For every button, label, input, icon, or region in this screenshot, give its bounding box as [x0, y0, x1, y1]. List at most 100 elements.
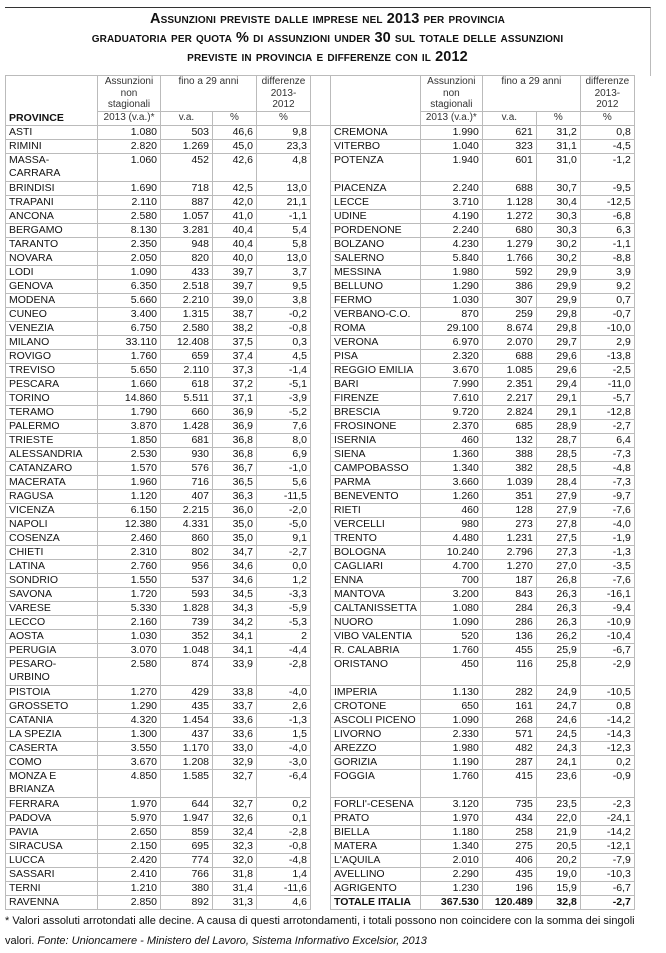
diff-value: 0,0	[256, 558, 311, 574]
column-spacer	[310, 727, 331, 741]
province-name: VENEZIA	[5, 320, 98, 336]
pct-value: 28,7	[535, 432, 581, 448]
va-value: 618	[160, 376, 213, 392]
column-spacer	[310, 475, 331, 489]
province-name: CALTANISSETTA	[330, 600, 421, 616]
diff-value: 5,8	[256, 236, 311, 252]
pct-value: 32,6	[212, 810, 257, 826]
diff-value: -0,8	[256, 320, 311, 336]
va-value: 187	[481, 572, 537, 588]
diff-value: 2,9	[579, 334, 635, 350]
province-name: CHIETI	[5, 544, 98, 560]
pct-value: 24,6	[535, 712, 581, 728]
va-value: 2.070	[481, 334, 537, 350]
assunzioni-value: 3.120	[419, 796, 483, 812]
diff-value: 0,2	[579, 754, 635, 770]
pct-value: 24,5	[535, 726, 581, 742]
diff-value: -9,4	[579, 600, 635, 616]
table-row: TRAPANI 2.110 887 42,0 21,1 LECCE 3.710 1.128 30…	[5, 194, 635, 210]
table-row: PERUGIA 3.070 1.048 34,1 -4,4 R. CALABRIA 1.76…	[5, 642, 635, 658]
va-value: 802	[160, 544, 213, 560]
va-value: 2.110	[160, 362, 213, 378]
va-value: 1.428	[160, 418, 213, 434]
column-spacer	[310, 881, 331, 895]
column-spacer	[310, 251, 331, 265]
assunzioni-value: 1.120	[97, 488, 161, 504]
column-spacer	[310, 433, 331, 447]
table-row: PADOVA 5.970 1.947 32,6 0,1 PRATO 1.970 434 22,0…	[5, 810, 635, 826]
pct-value: 40,4	[212, 236, 257, 252]
va-value: 136	[481, 628, 537, 644]
table-row: PALERMO 3.870 1.428 36,9 7,6 FROSINONE 2.370 68…	[5, 418, 635, 434]
va-value: 859	[160, 824, 213, 840]
diff-value: -3,9	[256, 390, 311, 406]
diff-value: -2,5	[579, 362, 635, 378]
table-row: MONZA E BRIANZA 4.850 1.585 32,7 -6,4 FOGGIA 1…	[5, 768, 635, 798]
header-assunzioni-unit: 2013 (v.a.)*	[97, 110, 161, 126]
assunzioni-value: 460	[419, 502, 483, 518]
diff-value: -0,9	[579, 768, 635, 798]
province-name: COMO	[5, 754, 98, 770]
province-name: TRENTO	[330, 530, 421, 546]
column-spacer	[310, 643, 331, 657]
va-value: 435	[160, 698, 213, 714]
table-row: ALESSANDRIA 2.530 930 36,8 6,9 SIENA 1.360 388 2…	[5, 446, 635, 462]
province-name: VERBANO-C.O.	[330, 306, 421, 322]
column-spacer	[310, 797, 331, 811]
assunzioni-value: 1.940	[419, 152, 483, 182]
header-pct: %	[212, 110, 257, 126]
province-name: COSENZA	[5, 530, 98, 546]
assunzioni-value: 1.270	[97, 684, 161, 700]
va-value: 2.215	[160, 502, 213, 518]
assunzioni-value: 1.850	[97, 432, 161, 448]
assunzioni-value: 1.180	[419, 824, 483, 840]
pct-value: 35,0	[212, 516, 257, 532]
pct-value: 34,5	[212, 586, 257, 602]
source-text: Unioncamere - Ministero del Lavoro, Sist…	[71, 935, 427, 947]
province-name: NAPOLI	[5, 516, 98, 532]
province-name: MACERATA	[5, 474, 98, 490]
column-spacer	[310, 125, 331, 139]
province-name: NUORO	[330, 614, 421, 630]
diff-value: -10,9	[579, 614, 635, 630]
table-row: MILANO 33.110 12.408 37,5 0,3 VERONA 6.970 2.07…	[5, 334, 635, 350]
assunzioni-value: 367.530	[419, 894, 483, 910]
province-name: VERONA	[330, 334, 421, 350]
assunzioni-value: 2.370	[419, 418, 483, 434]
pct-value: 37,4	[212, 348, 257, 364]
pct-value: 29,4	[535, 376, 581, 392]
province-name: PARMA	[330, 474, 421, 490]
diff-value: 0,8	[579, 124, 635, 140]
assunzioni-value: 1.980	[419, 264, 483, 280]
assunzioni-value: 1.210	[97, 880, 161, 896]
header-assunzioni: Assunzioni non stagionali	[97, 75, 161, 112]
table-row: LUCCA 2.420 774 32,0 -4,8 L'AQUILA 2.010 406 20,…	[5, 852, 635, 868]
va-value: 1.085	[481, 362, 537, 378]
va-value: 843	[481, 586, 537, 602]
pct-value: 34,6	[212, 572, 257, 588]
diff-value: -10,0	[579, 320, 635, 336]
pct-value: 29,6	[535, 362, 581, 378]
diff-value: 9,5	[256, 278, 311, 294]
pct-value: 29,7	[535, 334, 581, 350]
table-row: TORINO 14.860 5.511 37,1 -3,9 FIRENZE 7.610 2.2…	[5, 390, 635, 406]
va-value: 1.128	[481, 194, 537, 210]
assunzioni-value: 29.100	[419, 320, 483, 336]
assunzioni-value: 12.380	[97, 516, 161, 532]
table-row: GROSSETO 1.290 435 33,7 2,6 CROTONE 650 161 24,7…	[5, 698, 635, 714]
diff-value: 0,1	[256, 810, 311, 826]
diff-value: -1,1	[579, 236, 635, 252]
assunzioni-value: 8.130	[97, 222, 161, 238]
province-name: VIBO VALENTIA	[330, 628, 421, 644]
pct-value: 31,4	[212, 880, 257, 896]
province-name: ROVIGO	[5, 348, 98, 364]
assunzioni-value: 1.550	[97, 572, 161, 588]
assunzioni-value: 1.340	[419, 838, 483, 854]
diff-value: -4,5	[579, 138, 635, 154]
province-name: TORINO	[5, 390, 98, 406]
assunzioni-value: 1.760	[419, 642, 483, 658]
province-name: BENEVENTO	[330, 488, 421, 504]
province-name: LATINA	[5, 558, 98, 574]
pct-value: 24,1	[535, 754, 581, 770]
column-spacer	[310, 293, 331, 307]
